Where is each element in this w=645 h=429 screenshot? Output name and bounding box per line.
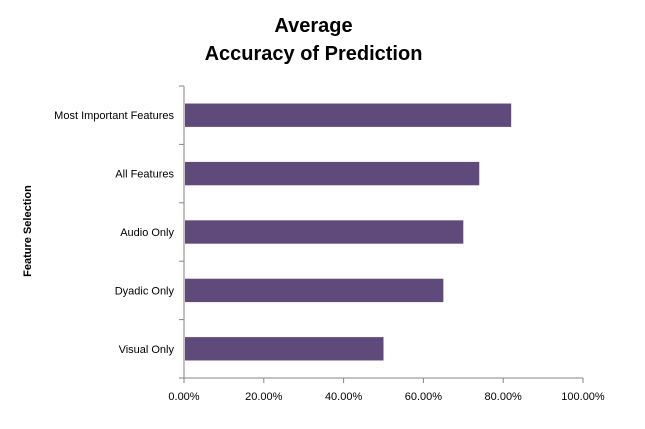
bars-group [185, 103, 512, 361]
x-tick-label: 80.00% [485, 391, 523, 403]
x-ticks: 0.00% 20.00% 40.00% 60.00% 80.00% 100.00% [168, 378, 605, 403]
category-label: Audio Only [120, 227, 174, 239]
chart-title-line-1: Average [274, 15, 353, 37]
category-label: Dyadic Only [115, 285, 175, 297]
y-axis-title: Feature Selection [22, 185, 34, 277]
category-label: Most Important Features [54, 110, 174, 122]
chart-title-line-2: Accuracy of Prediction [204, 43, 423, 65]
category-label: Visual Only [119, 344, 175, 356]
bar-audio-only [185, 220, 464, 244]
bar-visual-only [185, 337, 384, 361]
category-labels: Most Important Features All Features Audio… [54, 85, 184, 379]
chart-title: Average Accuracy of Prediction [0, 12, 627, 68]
bar-dyadic-only [185, 278, 444, 303]
x-tick-label: 100.00% [561, 391, 605, 403]
x-tick-label: 40.00% [325, 391, 363, 403]
x-tick-label: 0.00% [168, 391, 199, 403]
axes [183, 86, 583, 379]
bar-all-features [185, 161, 480, 186]
x-tick-label: 60.00% [405, 391, 443, 403]
bar-most-important-features [185, 103, 512, 127]
category-label: All Features [115, 169, 174, 181]
x-tick-label: 20.00% [245, 391, 283, 403]
